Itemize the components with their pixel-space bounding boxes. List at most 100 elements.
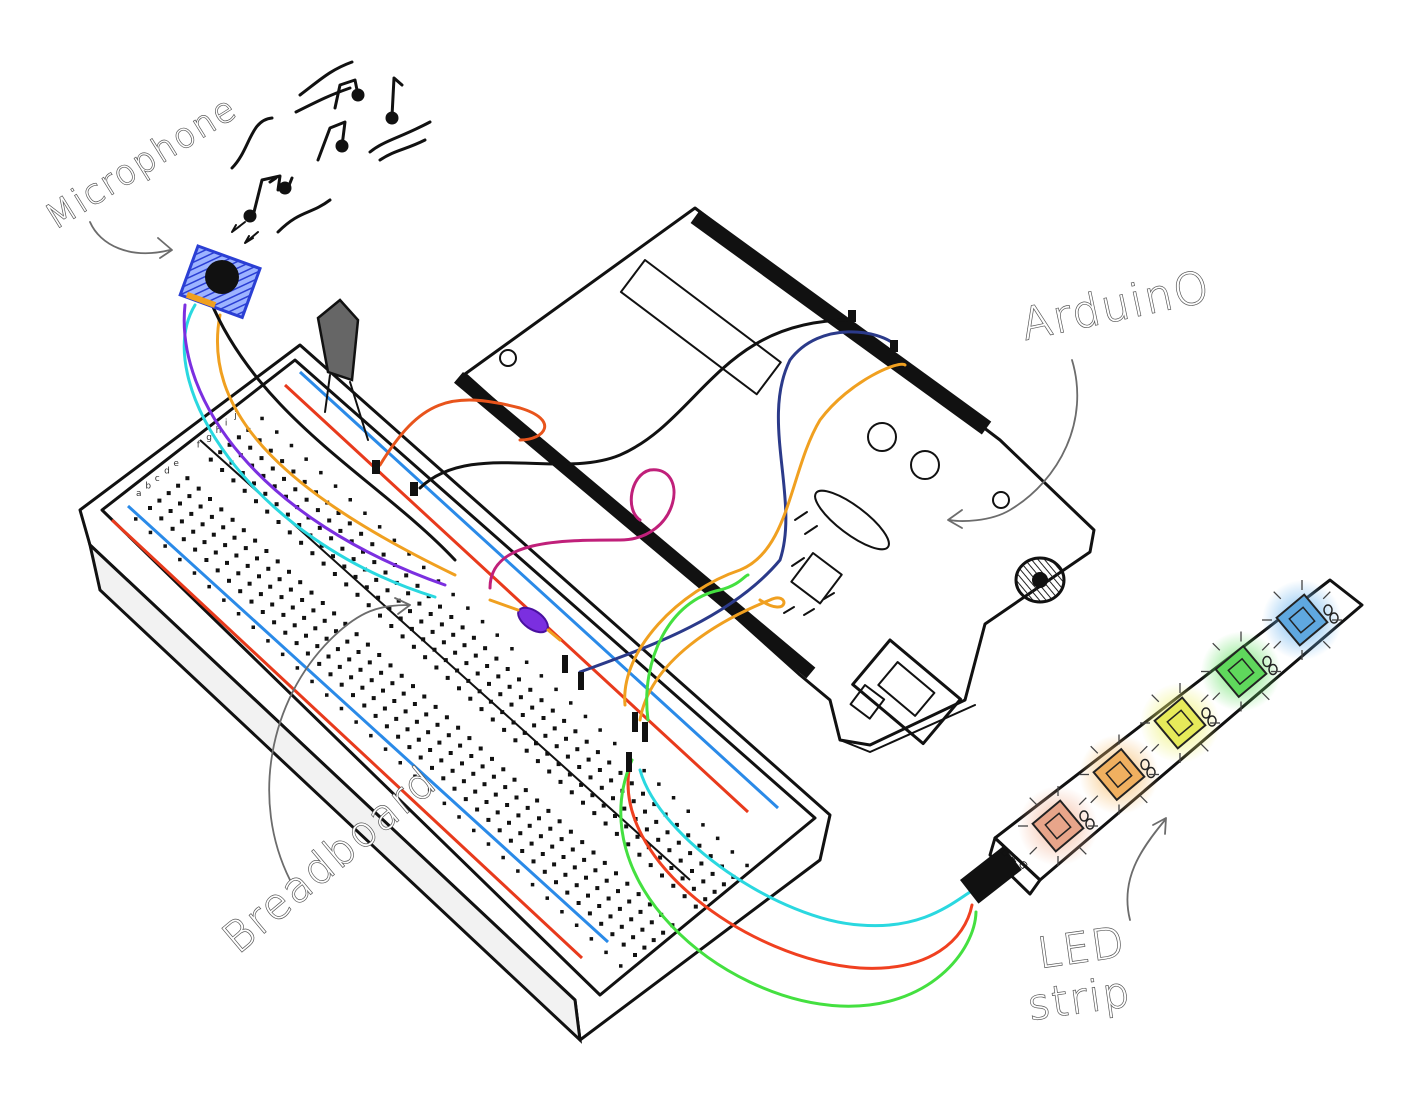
hole (342, 564, 347, 569)
hole (437, 740, 442, 745)
hole (488, 699, 493, 704)
hole (392, 699, 397, 703)
hole (297, 523, 302, 527)
hole (603, 821, 608, 826)
hole (421, 637, 426, 642)
hole (326, 654, 331, 659)
rail-hole (178, 557, 182, 562)
hole (327, 518, 332, 523)
hole (179, 519, 184, 524)
wires (182, 298, 978, 1008)
hole (426, 730, 431, 735)
rail-hole (598, 728, 602, 732)
hole (373, 713, 378, 718)
rail-hole (501, 855, 505, 860)
row-letter: b (145, 482, 151, 492)
wire-magenta (488, 468, 676, 590)
hole (258, 592, 263, 597)
hole (416, 737, 421, 742)
hole (414, 719, 419, 724)
hole (475, 671, 480, 676)
hole (225, 560, 229, 565)
hole (234, 553, 239, 558)
hole (539, 698, 544, 703)
rail-hole (657, 782, 661, 786)
rail-hole (730, 850, 735, 854)
hole (669, 866, 674, 870)
hole (505, 667, 510, 671)
hole (287, 569, 291, 574)
hole (290, 605, 295, 610)
hole (381, 688, 385, 693)
hole (337, 664, 342, 669)
hole (554, 744, 559, 749)
hole (674, 822, 679, 827)
hole (446, 733, 451, 738)
hole (471, 635, 476, 640)
hole (557, 819, 562, 824)
hole (518, 695, 523, 700)
hole (257, 438, 262, 443)
hole (586, 893, 590, 898)
hole (467, 736, 472, 741)
hole (509, 702, 514, 707)
rail-hole (134, 517, 138, 521)
hole (477, 689, 482, 694)
hole (490, 717, 495, 722)
sound-arrows (231, 221, 259, 244)
rail-hole (369, 733, 373, 738)
hole (525, 805, 530, 810)
hole (406, 591, 411, 596)
rail-hole (422, 565, 426, 570)
hole (505, 803, 510, 807)
rail-hole (207, 584, 211, 589)
hole (450, 768, 455, 773)
rail-hole (574, 923, 579, 927)
hole (419, 619, 424, 624)
hole (593, 868, 598, 873)
rail-hole (304, 457, 308, 461)
hole (298, 580, 303, 585)
hole (500, 710, 505, 715)
hole (599, 785, 604, 790)
hole (629, 781, 634, 786)
label-led-line1: LED (1035, 917, 1129, 978)
wire-red-led (626, 763, 974, 970)
hole (552, 726, 557, 731)
hole (658, 855, 663, 860)
rail-hole (516, 869, 520, 873)
hole (340, 546, 345, 551)
rail-hole (686, 809, 690, 813)
microphone-capsule (205, 260, 239, 294)
rail-hole (392, 538, 397, 543)
hole (181, 537, 186, 542)
hole (565, 890, 570, 895)
hole (378, 613, 382, 618)
hole (577, 765, 582, 769)
hole (588, 775, 593, 780)
hole (507, 684, 512, 689)
hole (334, 629, 338, 634)
hole (493, 792, 498, 797)
rail-hole (560, 910, 564, 914)
hole (604, 878, 609, 883)
hole (624, 824, 629, 829)
hole (473, 789, 478, 794)
hole (189, 511, 194, 516)
hole (257, 574, 261, 579)
hole (468, 696, 473, 701)
capacitor (910, 450, 940, 480)
hole (236, 571, 241, 576)
hole (491, 774, 496, 779)
hole (266, 566, 271, 571)
hole (369, 678, 374, 683)
hole (288, 587, 293, 592)
crystal (814, 489, 890, 551)
hole (249, 599, 254, 604)
hole (595, 750, 600, 755)
rail-hole (260, 416, 264, 421)
hole (265, 509, 270, 514)
hole (275, 559, 280, 564)
hole (321, 561, 326, 566)
hole (524, 748, 529, 753)
